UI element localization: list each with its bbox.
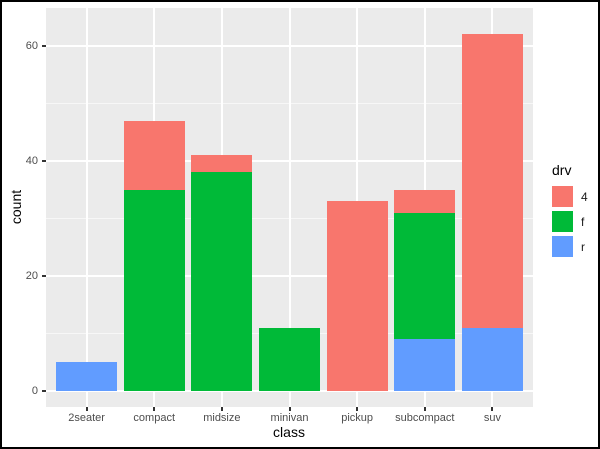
bar-segment-subcompact-4 (394, 189, 456, 213)
y-tick-label: 60 (25, 39, 38, 52)
x-tick-mark (153, 407, 156, 411)
bar-segment-minivan-f (259, 327, 320, 391)
x-tick-label-minivan: minivan (270, 412, 309, 424)
x-tick-label-suv: suv (483, 412, 501, 424)
y-tick-mark (42, 44, 46, 47)
x-tick-mark (356, 407, 359, 411)
bar-segment-midsize-4 (191, 155, 253, 173)
legend-entry-f: f (552, 211, 588, 232)
legend-label-f: f (581, 214, 585, 229)
x-tick-mark (85, 407, 88, 411)
x-tick-label-pickup: pickup (341, 412, 374, 424)
bar-segment-compact-f (123, 189, 185, 391)
x-tick-label-compact: compact (133, 412, 176, 424)
bar-segment-pickup-4 (326, 201, 388, 391)
y-tick-label: 20 (25, 269, 38, 282)
legend-label-4: 4 (581, 189, 588, 204)
bar-segment-2seater-r (56, 362, 118, 391)
x-tick-mark (423, 407, 426, 411)
legend-swatch-4 (552, 186, 573, 207)
legend-entry-4: 4 (552, 186, 588, 207)
x-tick-label-2seater: 2seater (68, 412, 105, 424)
y-tick-label: 0 (31, 385, 38, 397)
legend-title: drv (552, 162, 572, 178)
bar-segment-suv-4 (461, 34, 523, 328)
x-tick-label-subcompact: subcompact (395, 412, 455, 424)
bar-segment-subcompact-r (394, 339, 456, 391)
x-axis: 2seater compact midsize minivan pickup subcom… (46, 407, 533, 429)
bar-segment-midsize-f (191, 172, 253, 391)
y-tick-mark (42, 274, 46, 277)
bar-segment-compact-4 (123, 120, 185, 190)
y-axis: 0 20 40 60 (2, 8, 46, 407)
x-axis-title: class (273, 424, 305, 440)
y-tick-mark (42, 390, 46, 392)
x-tick-mark (491, 407, 494, 411)
legend-swatch-r (552, 236, 573, 257)
plot-panel (46, 8, 533, 407)
legend-entry-r: r (552, 236, 588, 257)
legend-label-r: r (581, 239, 585, 254)
y-tick-mark (42, 159, 46, 162)
x-tick-label-midsize: midsize (203, 412, 241, 424)
x-tick-mark (220, 407, 223, 411)
y-tick-label: 40 (25, 154, 38, 167)
bar-segment-suv-r (461, 327, 523, 391)
x-tick-mark (288, 407, 291, 411)
legend-swatch-f (552, 211, 573, 232)
gridline-major-vertical (85, 8, 88, 407)
gridline-major-vertical (288, 8, 291, 407)
bar-segment-subcompact-f (394, 212, 456, 340)
